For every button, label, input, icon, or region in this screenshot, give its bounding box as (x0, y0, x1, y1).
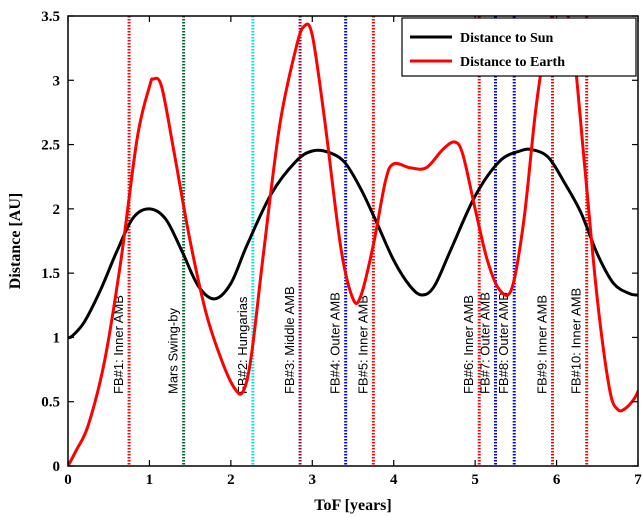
x-tick-label: 1 (146, 472, 154, 488)
event-markers: FB#1: Inner AMB Mars Swing-by FB#2: Hungar… (111, 16, 589, 466)
plot-frame (67, 15, 639, 467)
y-tick-label: 0 (53, 459, 61, 475)
x-tick-label: 6 (553, 472, 561, 488)
event-label: FB#1: Inner AMB (111, 295, 126, 394)
event-label: Mars Swing-by (166, 308, 181, 394)
series-line-earth (68, 16, 638, 466)
legend-label: Distance to Earth (460, 55, 565, 70)
x-tick-label: 5 (471, 472, 479, 488)
series-lines (68, 16, 638, 466)
event-label: FB#10: Inner AMB (569, 288, 584, 394)
x-axis-title: ToF [years] (314, 497, 391, 514)
legend-box (401, 17, 637, 77)
y-tick-label: 0.5 (41, 395, 60, 411)
event-label: FB#6: Inner AMB (461, 295, 476, 394)
y-tick-label: 2.5 (41, 138, 60, 154)
legend-label: Distance to Sun (460, 31, 554, 46)
x-tick-label: 2 (227, 472, 235, 488)
y-tick-label: 3 (53, 73, 61, 89)
x-tick-label: 3 (309, 472, 317, 488)
y-axis: 0 0.5 1 1.5 2 2.5 3 3.5 (41, 9, 638, 475)
x-tick-label: 7 (634, 472, 642, 488)
event-label: FB#8: Outer AMB (496, 292, 511, 394)
x-tick-label: 0 (64, 472, 72, 488)
event-label: FB#7: Outer AMB (478, 292, 493, 394)
y-tick-label: 3.5 (41, 9, 60, 25)
y-tick-label: 2 (53, 202, 61, 218)
y-axis-title: Distance [AU] (7, 193, 24, 289)
y-tick-label: 1 (53, 330, 61, 346)
series-line-sun (68, 147, 638, 340)
event-label: FB#3: Middle AMB (282, 286, 297, 394)
legend: Distance to Sun Distance to Earth (401, 17, 637, 77)
event-label: FB#4: Outer AMB (328, 292, 343, 394)
event-label: FB#5: Inner AMB (355, 295, 370, 394)
y-tick-label: 1.5 (41, 266, 60, 282)
x-tick-label: 4 (390, 472, 398, 488)
x-axis: 0 1 2 3 4 5 6 7 (64, 16, 642, 488)
event-label: FB#9: Inner AMB (535, 295, 550, 394)
event-label: FB#2: Hungarias (235, 296, 250, 394)
